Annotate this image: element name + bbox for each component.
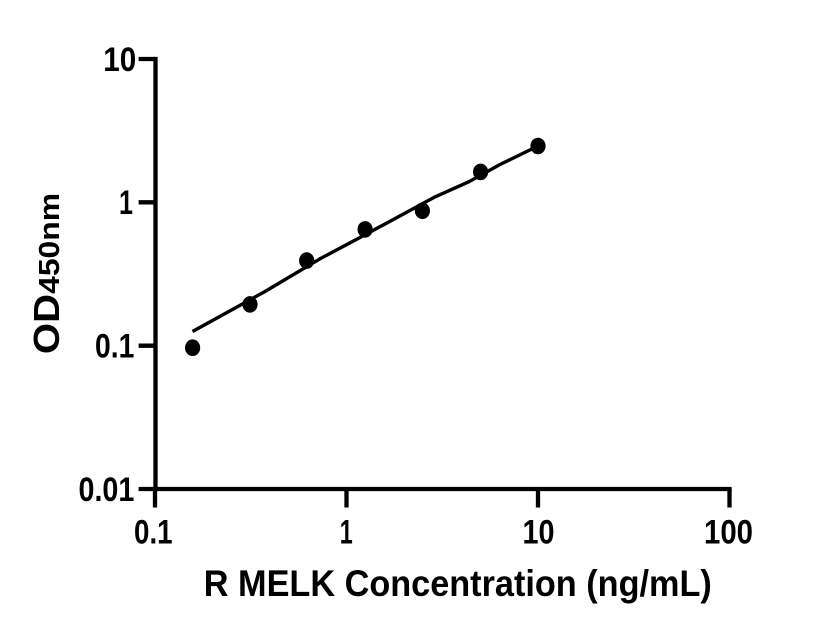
svg-text:0.1: 0.1 — [95, 328, 134, 366]
svg-text:0.01: 0.01 — [79, 471, 135, 509]
svg-text:10: 10 — [523, 514, 555, 552]
svg-text:0.1: 0.1 — [134, 514, 173, 552]
svg-text:100: 100 — [704, 514, 753, 552]
svg-text:1: 1 — [119, 184, 133, 222]
svg-text:OD450nm: OD450nm — [26, 193, 67, 354]
svg-text:1: 1 — [340, 514, 353, 552]
svg-text:R MELK Concentration (ng/mL): R MELK Concentration (ng/mL) — [204, 563, 712, 604]
svg-text:10: 10 — [103, 41, 136, 79]
